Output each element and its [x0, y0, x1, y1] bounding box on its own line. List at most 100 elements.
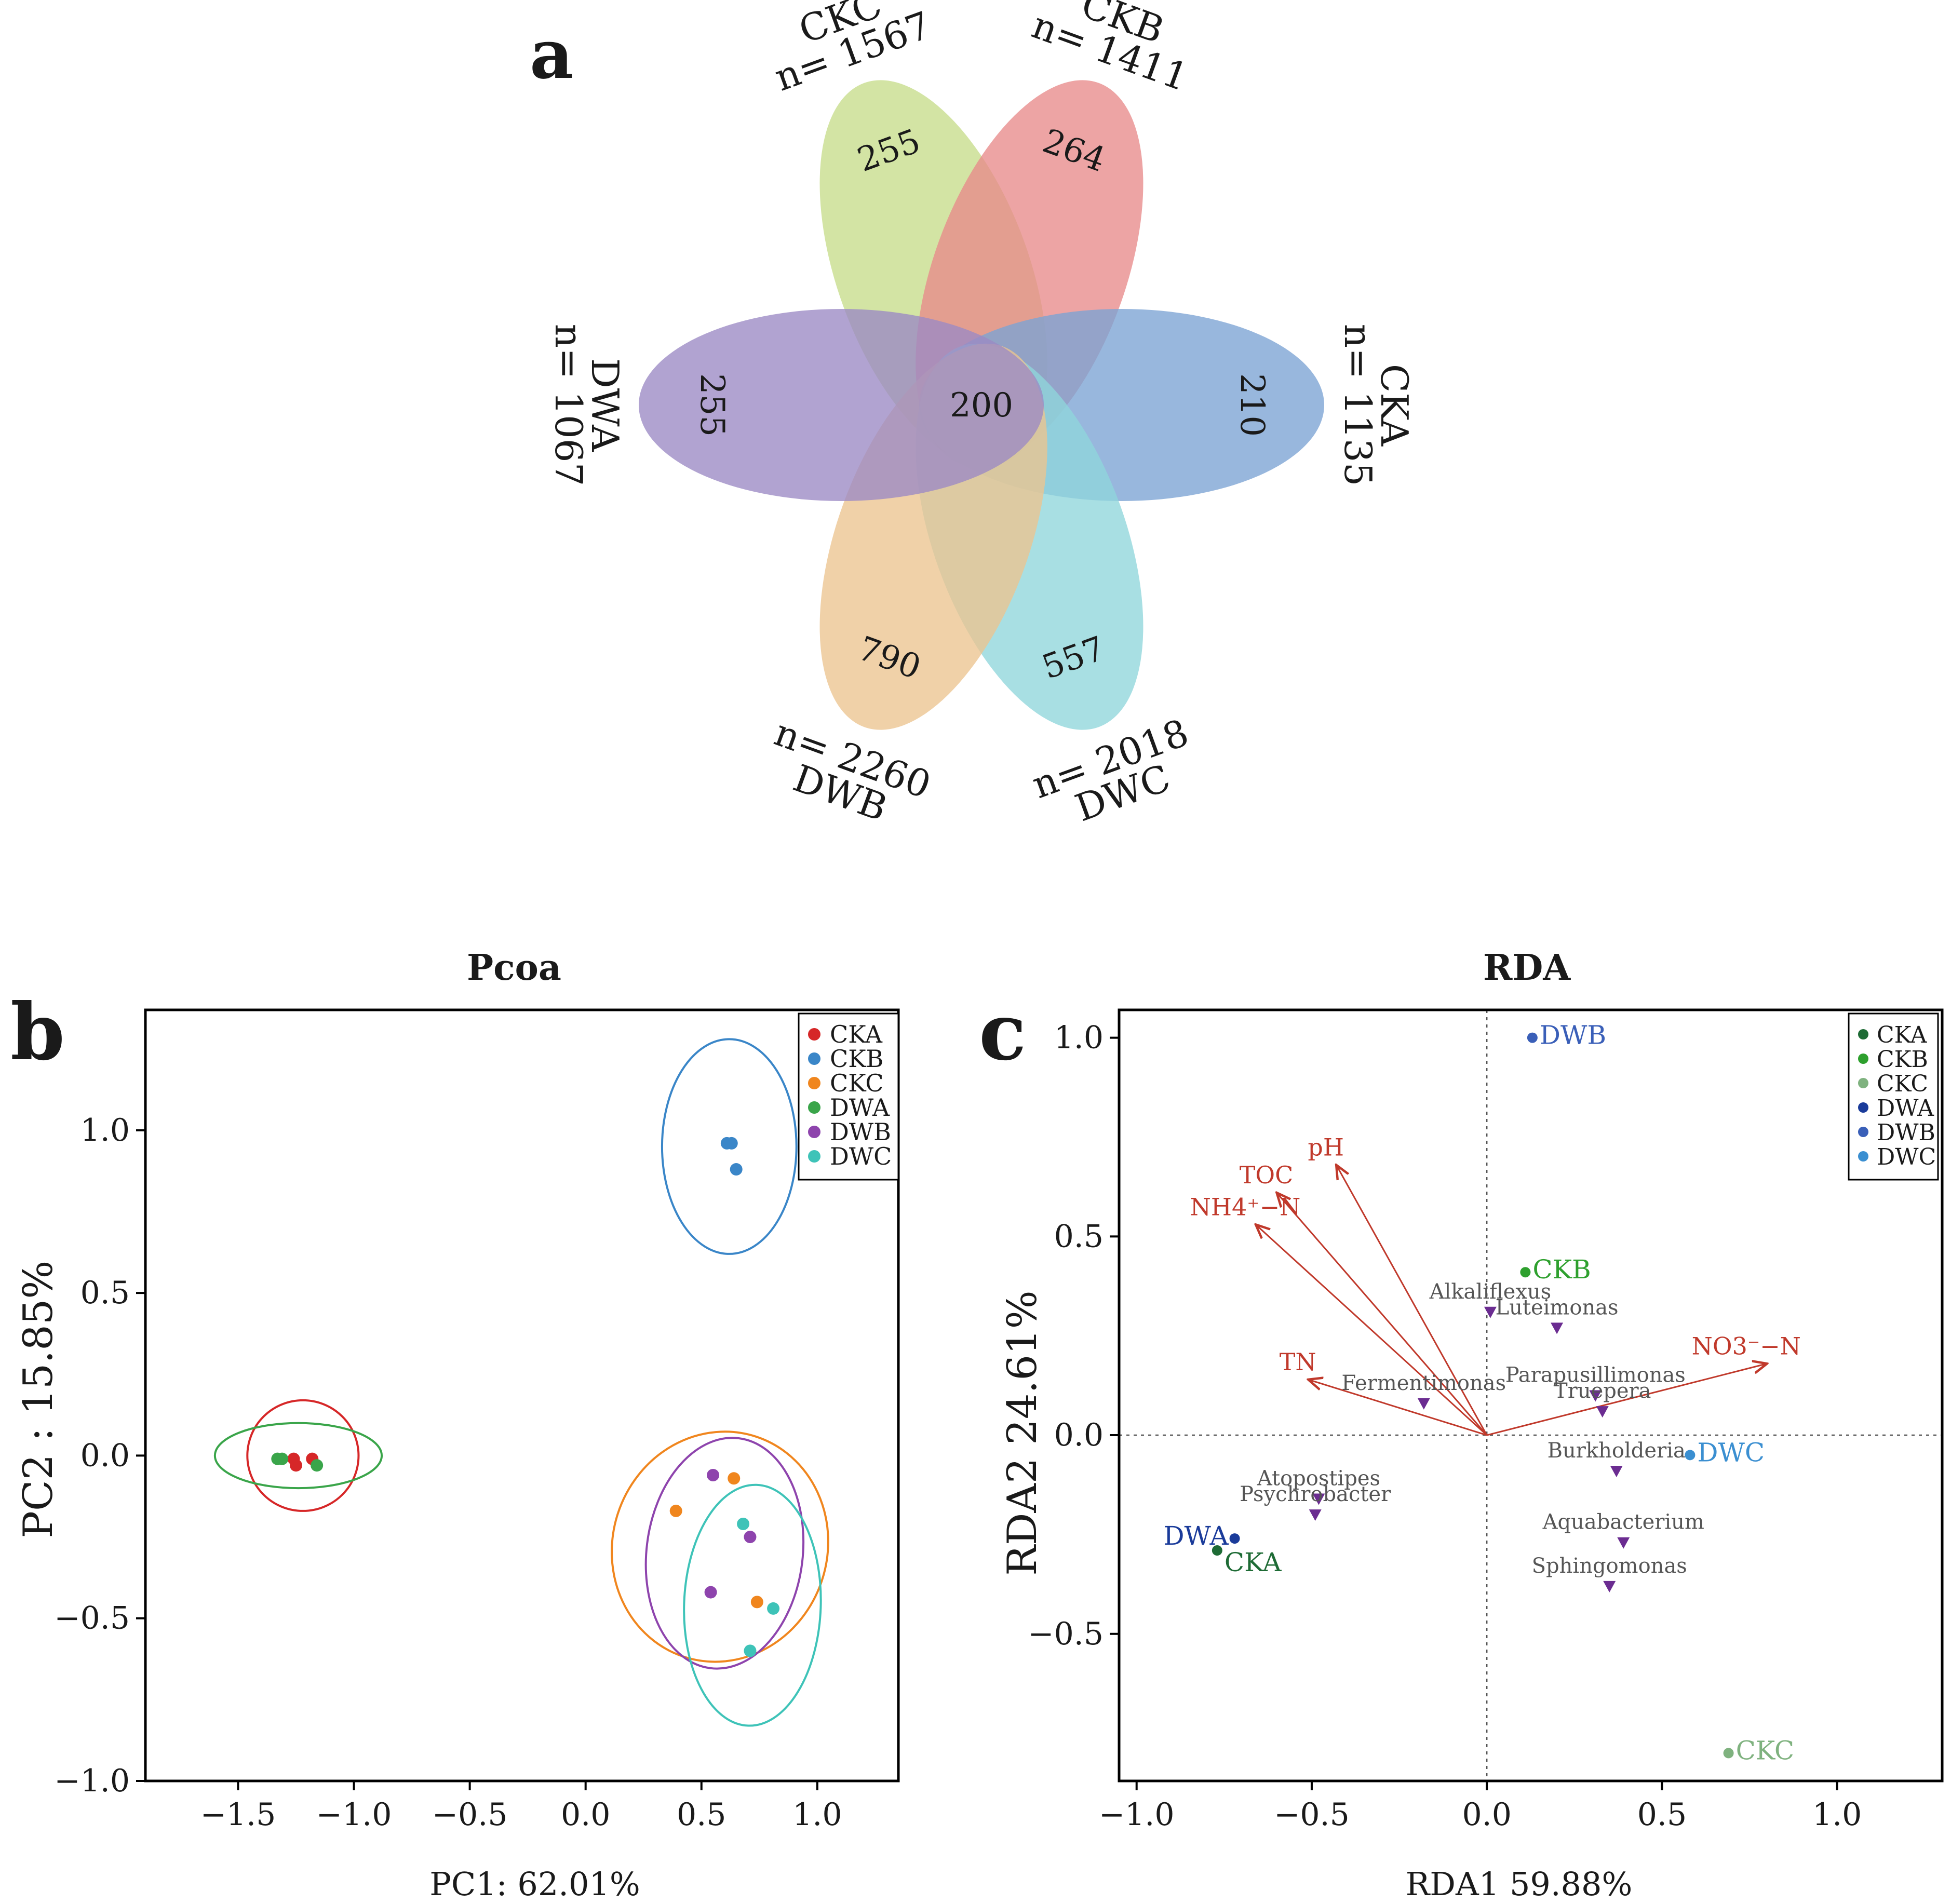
rda-x-axis-label: RDA1 59.88%	[1406, 1865, 1633, 1903]
rda-sample-label-ckc: CKC	[1736, 1735, 1795, 1765]
rda-species-label: Atopostipes	[1257, 1467, 1380, 1491]
pcoa-ellipse-dwc	[683, 1483, 822, 1727]
rda-species-label: Truepera	[1554, 1379, 1651, 1403]
pcoa-x-tick-label: −0.5	[432, 1797, 508, 1833]
pcoa-point-ckb	[725, 1137, 738, 1150]
venn-petal-n: n= 1135	[1336, 324, 1380, 487]
rda-x-tick-label: −0.5	[1274, 1797, 1350, 1833]
pcoa-point-ckc	[728, 1472, 741, 1485]
rda-arrow-label: TOC	[1240, 1161, 1294, 1189]
panel-label-b: b	[10, 987, 65, 1078]
pcoa-point-dwb	[707, 1469, 720, 1482]
pcoa-legend-swatch-ckc	[808, 1077, 820, 1089]
pcoa-ellipse-ckb	[661, 1038, 798, 1255]
rda-sample-point-dwa	[1229, 1533, 1240, 1544]
rda-legend-label-cka: CKA	[1877, 1022, 1928, 1048]
rda-legend-label-dwb: DWB	[1877, 1119, 1935, 1146]
rda-x-tick-label: 0.0	[1462, 1797, 1511, 1833]
rda-arrow-label: NH4⁺−N	[1190, 1193, 1301, 1221]
rda-y-tick-label: 0.0	[1054, 1417, 1104, 1453]
pcoa-point-cka	[290, 1459, 302, 1472]
pcoa-point-ckc	[750, 1596, 763, 1609]
venn-petal-n: n= 1067	[547, 324, 590, 487]
pcoa-legend-swatch-cka	[808, 1028, 820, 1041]
rda-species-label: Luteimonas	[1496, 1295, 1619, 1319]
pcoa-x-tick-label: 1.0	[792, 1797, 842, 1833]
rda-legend-swatch-dwb	[1858, 1127, 1868, 1137]
rda-species-label: Aquabacterium	[1542, 1510, 1704, 1534]
rda-species-marker	[1312, 1493, 1325, 1505]
rda-x-tick-label: 1.0	[1812, 1797, 1862, 1833]
venn-center-value: 200	[950, 386, 1013, 425]
pcoa-x-axis-label: PC1: 62.01%	[429, 1865, 640, 1903]
pcoa-point-dwa	[276, 1452, 289, 1465]
pcoa-legend-label-dwb: DWB	[830, 1118, 891, 1146]
rda-sample-point-dwb	[1527, 1032, 1538, 1043]
pcoa-legend-swatch-ckb	[808, 1052, 820, 1065]
rda-species-marker	[1309, 1509, 1322, 1521]
rda-species-marker	[1484, 1306, 1497, 1318]
rda-x-tick-label: 0.5	[1637, 1797, 1687, 1833]
pcoa-y-tick-label: 0.0	[80, 1437, 130, 1474]
rda-sample-label-dwc: DWC	[1697, 1437, 1765, 1467]
rda-species-label: Burkholderia	[1548, 1439, 1686, 1463]
pcoa-x-tick-label: −1.0	[316, 1797, 392, 1833]
pcoa-title: Pcoa	[467, 947, 561, 989]
pcoa-ellipse-cka	[246, 1399, 360, 1512]
pcoa-legend-label-ckb: CKB	[830, 1045, 883, 1073]
pcoa-point-dwb	[704, 1586, 717, 1599]
rda-sample-label-dwa: DWA	[1163, 1521, 1229, 1551]
pcoa-x-tick-label: 0.0	[561, 1797, 610, 1833]
rda-species-label: Parapusillimonas	[1505, 1363, 1686, 1387]
rda-sample-point-ckc	[1723, 1748, 1734, 1759]
pcoa-x-tick-label: −1.5	[200, 1797, 276, 1833]
rda-arrow	[1256, 1224, 1488, 1436]
pcoa-x-tick-label: 0.5	[677, 1797, 726, 1833]
rda-sample-label-dwb: DWB	[1540, 1020, 1606, 1050]
venn-unique-dwa: 255	[693, 373, 731, 437]
venn-petal-name: DWA	[583, 358, 627, 452]
rda-legend-swatch-ckb	[1858, 1054, 1868, 1064]
pcoa-ellipse-dwa	[213, 1422, 383, 1490]
rda-title: RDA	[1483, 947, 1571, 989]
rda-arrow	[1336, 1165, 1488, 1436]
rda-species-label: Sphingomonas	[1532, 1554, 1687, 1578]
rda-arrow	[1308, 1380, 1487, 1436]
rda-sample-point-ckb	[1520, 1267, 1531, 1278]
rda-species-marker	[1610, 1465, 1623, 1477]
rda-arrow-label: NO3⁻−N	[1692, 1332, 1801, 1360]
rda-legend-label-dwa: DWA	[1877, 1095, 1934, 1122]
pcoa-plot: Pcoa PC1: 62.01% PC2 : 15.85% −1.5 −1.0 −0…	[15, 947, 900, 1903]
rda-legend-swatch-cka	[1858, 1029, 1868, 1039]
pcoa-point-dwc	[767, 1602, 780, 1615]
pcoa-y-tick-label: −1.0	[54, 1763, 130, 1799]
pcoa-legend-label-dwc: DWC	[830, 1142, 892, 1170]
rda-species-marker	[1603, 1581, 1616, 1592]
rda-arrow	[1486, 1363, 1767, 1436]
pcoa-y-tick-label: 0.5	[80, 1275, 130, 1311]
pcoa-point-dwb	[744, 1531, 757, 1544]
pcoa-point-dwc	[744, 1644, 757, 1657]
pcoa-point-dwc	[737, 1518, 750, 1530]
rda-y-tick-label: 1.0	[1054, 1020, 1104, 1056]
pcoa-ellipse-dwb	[644, 1437, 805, 1670]
pcoa-point-ckc	[669, 1504, 682, 1517]
panel-label-c: c	[979, 987, 1026, 1078]
pcoa-legend-swatch-dwa	[808, 1101, 820, 1114]
pcoa-plot-frame	[144, 1008, 900, 1783]
rda-species-marker	[1551, 1322, 1564, 1334]
pcoa-y-tick-label: −0.5	[54, 1600, 130, 1637]
rda-species-label: Psychrobacter	[1240, 1482, 1391, 1506]
panel-label-a: a	[530, 15, 573, 94]
pcoa-legend-swatch-dwc	[808, 1150, 820, 1163]
pcoa-legend-label-cka: CKA	[830, 1020, 883, 1048]
